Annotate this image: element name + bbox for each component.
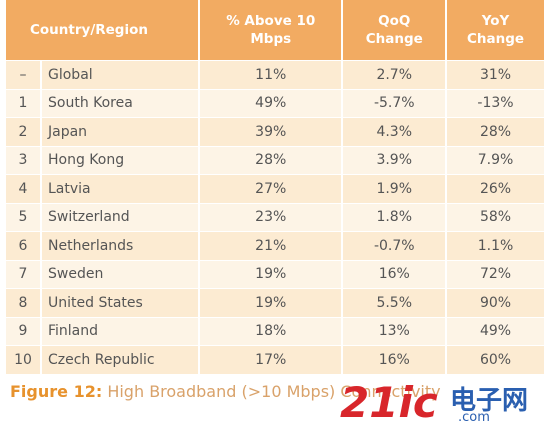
table-cell: 28%: [197, 145, 343, 175]
table-cell: 21%: [197, 231, 343, 260]
table-cell: 60%: [445, 345, 544, 374]
table-row: 9 Finland 18% 13% 49%: [6, 316, 544, 346]
watermark-logo: 21ic: [340, 378, 438, 427]
table-cell: South Korea: [40, 88, 199, 118]
table-cell: 23%: [197, 202, 343, 232]
table-row: 1 South Korea 49% -5.7% -13%: [6, 88, 544, 118]
table-cell: 10: [6, 345, 41, 374]
caption: Figure 12: High Broadband (>10 Mbps) Con…: [10, 382, 441, 401]
table-cell: -5.7%: [341, 88, 447, 118]
table-cell: 13%: [341, 316, 447, 346]
table-header: Country/Region % Above 10 Mbps QoQ Change Y…: [6, 0, 544, 61]
table-cell: Switzerland: [40, 202, 199, 232]
table-cell: 1.1%: [445, 231, 544, 260]
header-row: Country/Region % Above 10 Mbps QoQ Change Y…: [6, 0, 544, 61]
table-cell: 2: [6, 117, 41, 146]
table-row: 3 Hong Kong 28% 3.9% 7.9%: [6, 145, 544, 175]
table-cell: 16%: [341, 345, 447, 374]
figure-label: Figure 12:: [10, 382, 103, 401]
table-cell: Latvia: [40, 174, 199, 203]
table-cell: 3.9%: [341, 145, 447, 175]
data-table: Country/Region % Above 10 Mbps QoQ Change Y…: [6, 0, 544, 374]
table-cell: 16%: [341, 259, 447, 289]
table-cell: 2.7%: [341, 60, 447, 89]
table-cell: Sweden: [40, 259, 199, 289]
table-cell: Netherlands: [40, 231, 199, 260]
table-cell: 1.8%: [341, 202, 447, 232]
table-cell: Japan: [40, 117, 199, 146]
table-cell: 11%: [197, 60, 343, 89]
table-row: 5 Switzerland 23% 1.8% 58%: [6, 202, 544, 232]
table-body: – Global 11% 2.7% 31% 1 South Korea 49% -5.7% -13…: [6, 60, 544, 374]
table-cell: –: [6, 60, 41, 89]
watermark-name: 电子网: [450, 386, 529, 416]
header-text: Country/Region: [30, 22, 148, 38]
table-cell: 31%: [445, 60, 544, 89]
table-cell: 7: [6, 259, 41, 289]
table-cell: 1: [6, 88, 41, 118]
table-cell: 17%: [197, 345, 343, 374]
table-cell: 90%: [445, 288, 544, 317]
table-cell: Finland: [40, 316, 199, 346]
table-cell: 18%: [197, 316, 343, 346]
figure-title: High Broadband (>10 Mbps) Connectivity: [107, 382, 441, 401]
table-cell: Hong Kong: [40, 145, 199, 175]
table-cell: 19%: [197, 259, 343, 289]
table-row: 2 Japan 39% 4.3% 28%: [6, 117, 544, 146]
table-cell: Czech Republic: [40, 345, 199, 374]
table-cell: 72%: [445, 259, 544, 289]
table-cell: 6: [6, 231, 41, 260]
header-cell: Country/Region: [6, 0, 199, 61]
header-cell: % Above 10 Mbps: [197, 0, 343, 61]
watermark-domain: .com: [458, 410, 490, 425]
table-row: 8 United States 19% 5.5% 90%: [6, 288, 544, 317]
table-cell: 28%: [445, 117, 544, 146]
table-cell: 26%: [445, 174, 544, 203]
table-cell: 4: [6, 174, 41, 203]
table-cell: 58%: [445, 202, 544, 232]
table-cell: -0.7%: [341, 231, 447, 260]
table-cell: 9: [6, 316, 41, 346]
table-row: 6 Netherlands 21% -0.7% 1.1%: [6, 231, 544, 260]
table-cell: 4.3%: [341, 117, 447, 146]
table-row: 7 Sweden 19% 16% 72%: [6, 259, 544, 289]
table-cell: 19%: [197, 288, 343, 317]
table-row: – Global 11% 2.7% 31%: [6, 60, 544, 89]
table-cell: 3: [6, 145, 41, 175]
table-cell: -13%: [445, 88, 544, 118]
table-cell: 1.9%: [341, 174, 447, 203]
table-cell: 5: [6, 202, 41, 232]
header-cell: YoY Change: [445, 0, 544, 61]
table-row: 10 Czech Republic 17% 16% 60%: [6, 345, 544, 374]
table-row: 4 Latvia 27% 1.9% 26%: [6, 174, 544, 203]
table-cell: 39%: [197, 117, 343, 146]
table-cell: 49%: [197, 88, 343, 118]
table-cell: 27%: [197, 174, 343, 203]
table-cell: 8: [6, 288, 41, 317]
table-cell: 5.5%: [341, 288, 447, 317]
table-cell: 7.9%: [445, 145, 544, 175]
table-cell: Global: [40, 60, 199, 89]
table-cell: 49%: [445, 316, 544, 346]
header-cell: QoQ Change: [341, 0, 447, 61]
watermark: 21ic 电子网 .com: [340, 378, 545, 430]
table-cell: United States: [40, 288, 199, 317]
